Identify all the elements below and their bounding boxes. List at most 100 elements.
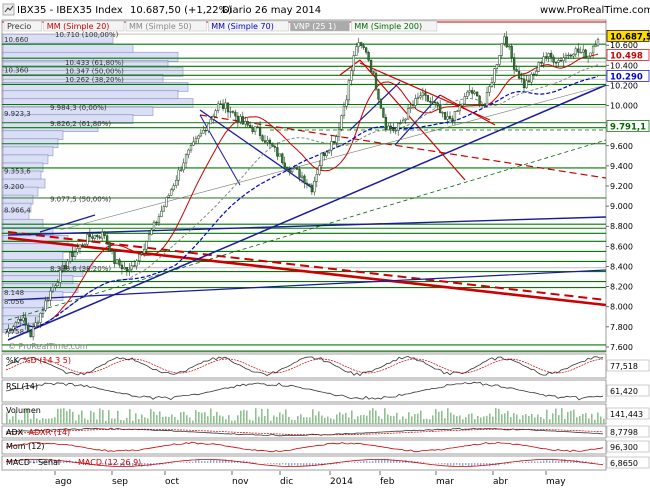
volume-bar xyxy=(525,414,527,424)
volume-bar xyxy=(180,412,182,424)
indicator-signal-line xyxy=(5,428,604,436)
y-tick-label: 10.000 xyxy=(610,102,638,111)
candle-body xyxy=(160,210,163,217)
volume-bar xyxy=(540,417,542,424)
macd-bar xyxy=(378,460,380,463)
macd-bar xyxy=(198,460,200,463)
volume-bar xyxy=(417,413,419,424)
indicator-line xyxy=(5,427,604,437)
macd-bar xyxy=(21,461,23,463)
ma-70-line xyxy=(5,75,599,333)
macd-bar xyxy=(282,463,284,465)
macd-bar xyxy=(447,463,449,466)
candle-body xyxy=(421,92,425,97)
volume-bar xyxy=(189,417,191,424)
candle-body xyxy=(199,132,203,137)
candle-body xyxy=(461,103,464,107)
candle-body xyxy=(66,261,69,269)
volume-bar xyxy=(597,412,599,424)
macd-bar xyxy=(528,461,530,463)
candle-body xyxy=(34,322,37,328)
volume-bar xyxy=(114,418,116,424)
volume-bar xyxy=(246,410,248,424)
volume-bar xyxy=(504,413,506,424)
candle-body xyxy=(424,92,427,96)
candle-body xyxy=(268,139,272,144)
volume-bar xyxy=(159,411,161,424)
macd-bar xyxy=(144,463,146,466)
macd-bar xyxy=(504,463,506,465)
candle-body xyxy=(78,244,82,249)
macd-bar xyxy=(468,463,470,467)
macd-bar xyxy=(219,460,221,463)
volume-bar xyxy=(600,416,602,424)
volume-bar xyxy=(204,412,206,424)
candle-body xyxy=(594,44,597,47)
macd-bar xyxy=(300,463,302,466)
volume-bar xyxy=(585,413,587,424)
candle-body xyxy=(261,135,264,141)
macd-bar xyxy=(186,461,188,463)
macd-bar xyxy=(171,463,173,464)
candle-body xyxy=(110,250,114,252)
macd-bar xyxy=(375,459,377,463)
candle-body xyxy=(313,181,316,193)
candle-body xyxy=(46,299,50,302)
macd-bar xyxy=(84,462,86,463)
red-dashed-channel xyxy=(199,114,607,179)
candle-body xyxy=(251,127,254,132)
volume-bar xyxy=(390,415,392,424)
candle-body xyxy=(133,265,136,267)
candle-body xyxy=(350,70,353,81)
candle-body xyxy=(493,68,496,83)
candle-body xyxy=(530,73,533,83)
volume-bar xyxy=(555,408,557,424)
volume-bar xyxy=(507,410,509,424)
candle-body xyxy=(564,54,568,59)
candle-body xyxy=(500,43,503,56)
legend-box xyxy=(3,20,43,32)
macd-bar xyxy=(438,463,440,464)
candle-body xyxy=(468,90,471,93)
candle-body xyxy=(515,69,518,72)
candle-body xyxy=(219,103,222,105)
site-name: www.ProRealTime.com xyxy=(540,5,650,16)
volume-bar xyxy=(210,408,212,424)
candle-body xyxy=(446,116,449,120)
candle-body xyxy=(130,265,133,270)
candle-body xyxy=(409,107,412,109)
level-label: 7.758 xyxy=(4,328,24,336)
candle-body xyxy=(135,260,138,267)
volume-bar xyxy=(261,408,263,424)
candle-body xyxy=(360,42,363,46)
volume-bar xyxy=(459,415,461,424)
candle-body xyxy=(231,111,235,113)
indicator-panel: RSI (14) 61,420 xyxy=(1,379,650,403)
volume-bar xyxy=(354,419,356,424)
macd-bar xyxy=(435,463,437,464)
candle-body xyxy=(308,183,311,186)
macd-bar xyxy=(564,459,566,463)
fib-label: 10.347 (50,00%) xyxy=(65,68,124,76)
legend-item: VNP (25 1) xyxy=(293,22,336,31)
volume-bar xyxy=(6,412,8,424)
volume-bar xyxy=(249,419,251,424)
candle-body xyxy=(357,42,360,47)
candle-body xyxy=(209,119,212,125)
macd-bar xyxy=(108,463,110,466)
macd-bar xyxy=(141,463,143,467)
candle-body xyxy=(394,130,397,132)
volume-bar xyxy=(399,419,401,424)
candle-body xyxy=(483,103,486,107)
indicator-value: 77,518 xyxy=(610,362,638,371)
volume-bar xyxy=(93,412,95,424)
macd-bar xyxy=(384,459,386,463)
volume-bar xyxy=(387,414,389,424)
macd-bar xyxy=(168,463,170,464)
macd-bar xyxy=(309,463,311,467)
indicator-frame xyxy=(1,439,607,455)
volume-bar xyxy=(543,418,545,424)
volume-bar xyxy=(567,411,569,424)
indicator-value-box xyxy=(606,384,650,397)
macd-bar xyxy=(537,461,539,463)
